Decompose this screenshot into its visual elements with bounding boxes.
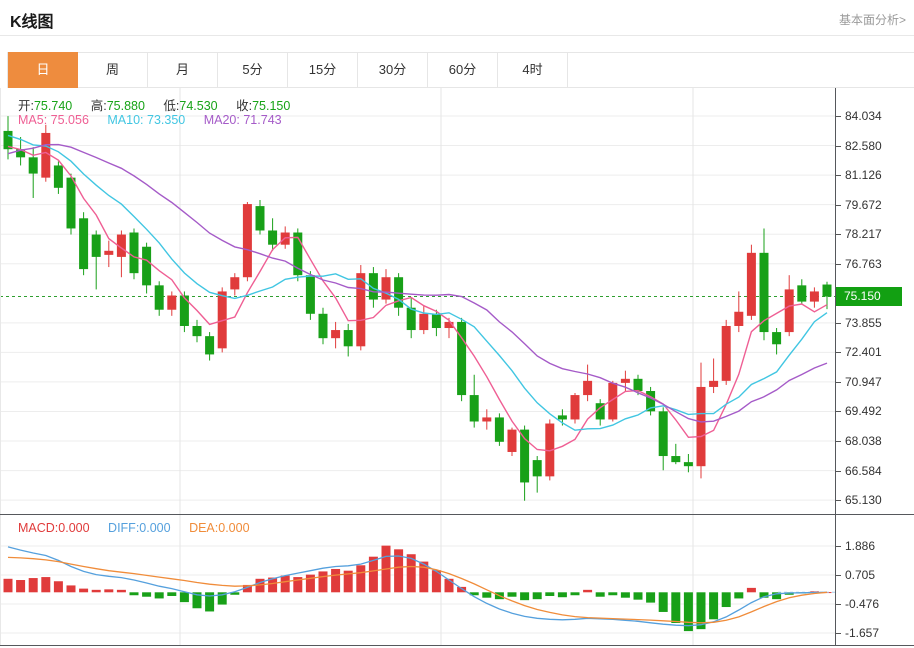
tab-week[interactable]: 周 [78, 53, 148, 87]
price-axis-label: 70.947 [836, 374, 882, 390]
macd-label: MACD: [18, 521, 59, 535]
ma10-label: MA10: [107, 113, 144, 127]
open-value: 75.740 [33, 99, 73, 113]
ma20-label: MA20: [203, 113, 240, 127]
diff-label: DIFF: [108, 521, 140, 535]
current-price-badge: 75.150 [836, 287, 902, 307]
diff-value: 0.000 [139, 521, 171, 535]
page-title: K线图 [10, 14, 54, 31]
tab-day[interactable]: 日 [8, 52, 78, 88]
ma5-label: MA5: [18, 113, 48, 127]
price-axis-label: 79.672 [836, 197, 882, 213]
chart-area: 开:75.740 高:75.880 低:74.530 收:75.150 MA5:… [0, 88, 914, 646]
panel-separator [0, 514, 914, 515]
price-axis-label: 65.130 [836, 492, 882, 508]
dea-value: 0.000 [218, 521, 250, 535]
macd-value: 0.000 [58, 521, 90, 535]
price-axis-label: 78.217 [836, 226, 882, 242]
ma-legend: MA5: 75.056 MA10: 73.350 MA20: 71.743 [18, 113, 297, 127]
high-label: 高: [90, 99, 107, 113]
macd-axis-label: 0.705 [836, 567, 875, 583]
price-axis-label: 69.492 [836, 403, 882, 419]
low-value: 74.530 [179, 99, 218, 113]
price-axis-label: 84.034 [836, 108, 882, 124]
ma5-value: 75.056 [50, 113, 89, 127]
period-tab-bar: 日周月 5分 15分 30分 60分 4时 [7, 52, 914, 88]
ma20-value: 71.743 [243, 113, 282, 127]
ma10-value: 73.350 [147, 113, 186, 127]
price-axis-label: 66.584 [836, 463, 882, 479]
price-axis-label: 82.580 [836, 138, 882, 154]
kline-canvas[interactable] [0, 88, 836, 646]
tab-15min[interactable]: 15分 [288, 53, 358, 87]
tab-30min[interactable]: 30分 [358, 53, 428, 87]
price-axis-label: 76.763 [836, 256, 882, 272]
price-axis-label: 72.401 [836, 344, 882, 360]
macd-axis-label: -1.657 [836, 625, 879, 641]
low-label: 低: [163, 99, 180, 113]
tab-60min[interactable]: 60分 [428, 53, 498, 87]
fundamental-analysis-link[interactable]: 基本面分析> [838, 13, 906, 27]
price-axis-label: 81.126 [836, 167, 882, 183]
macd-legend: MACD:0.000 DIFF:0.000 DEA:0.000 [18, 521, 265, 535]
price-axis-label: 73.855 [836, 315, 882, 331]
tab-month[interactable]: 月 [148, 53, 218, 87]
price-axis-label: 68.038 [836, 433, 882, 449]
chart-bottom-border [0, 645, 914, 646]
close-value: 75.150 [252, 99, 291, 113]
tab-5min[interactable]: 5分 [218, 53, 288, 87]
tab-4hour[interactable]: 4时 [498, 53, 568, 87]
dea-label: DEA: [189, 521, 219, 535]
ohlc-legend: 开:75.740 高:75.880 低:74.530 收:75.150 [18, 95, 305, 114]
title-bar: K线图 基本面分析> [0, 0, 914, 36]
macd-axis-label: -0.476 [836, 596, 879, 612]
price-axis: 84.034 82.580 81.126 79.672 78.217 76.76… [836, 88, 914, 646]
open-label: 开: [18, 99, 34, 113]
macd-axis-label: 1.886 [836, 538, 875, 554]
high-value: 75.880 [106, 99, 145, 113]
close-label: 收: [236, 99, 253, 113]
